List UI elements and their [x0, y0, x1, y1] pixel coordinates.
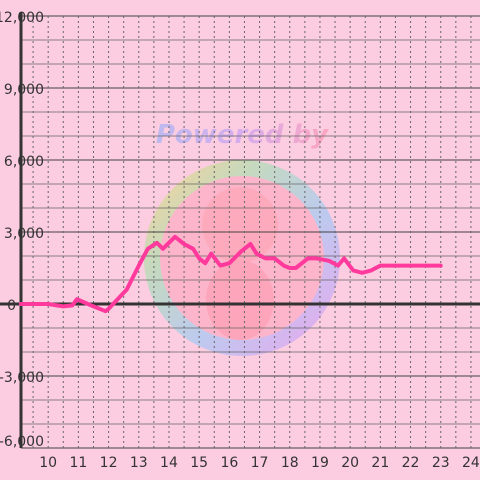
x-tick-label: 16 — [220, 455, 238, 471]
y-tick-label: 12,000 — [0, 10, 44, 26]
watermark: Powered by — [144, 120, 340, 356]
y-tick-label: 3,000 — [4, 226, 44, 242]
y-tick-label: 0 — [7, 298, 16, 314]
y-tick-labels: 12,000 9,000 6,000 3,000 0 -3,000 -6,000 — [0, 10, 44, 450]
y-tick-label: 6,000 — [4, 154, 44, 170]
x-tick-label: 20 — [341, 455, 359, 471]
watermark-character-head — [202, 187, 278, 263]
y-tick-label: -6,000 — [0, 434, 44, 450]
x-tick-label: 19 — [311, 455, 329, 471]
x-tick-labels: 10 11 12 13 14 15 16 17 18 19 20 21 22 23 24 — [39, 455, 480, 471]
x-tick-label: 15 — [190, 455, 208, 471]
grid — [21, 15, 480, 449]
x-tick-label: 10 — [39, 455, 57, 471]
x-tick-label: 18 — [281, 455, 299, 471]
x-tick-label: 12 — [100, 455, 118, 471]
x-tick-label: 13 — [130, 455, 148, 471]
x-tick-label: 14 — [160, 455, 178, 471]
y-tick-label: 9,000 — [4, 82, 44, 98]
y-tick-label: -3,000 — [0, 370, 44, 386]
series-layer — [19, 234, 443, 314]
x-tick-label: 11 — [69, 455, 87, 471]
x-tick-label: 17 — [251, 455, 269, 471]
x-tick-label: 23 — [432, 455, 450, 471]
series-line — [19, 234, 443, 314]
x-tick-label: 21 — [371, 455, 389, 471]
x-tick-label: 22 — [402, 455, 420, 471]
axes — [0, 12, 480, 448]
watermark-text: Powered by — [156, 120, 329, 150]
x-tick-label: 24 — [462, 455, 480, 471]
